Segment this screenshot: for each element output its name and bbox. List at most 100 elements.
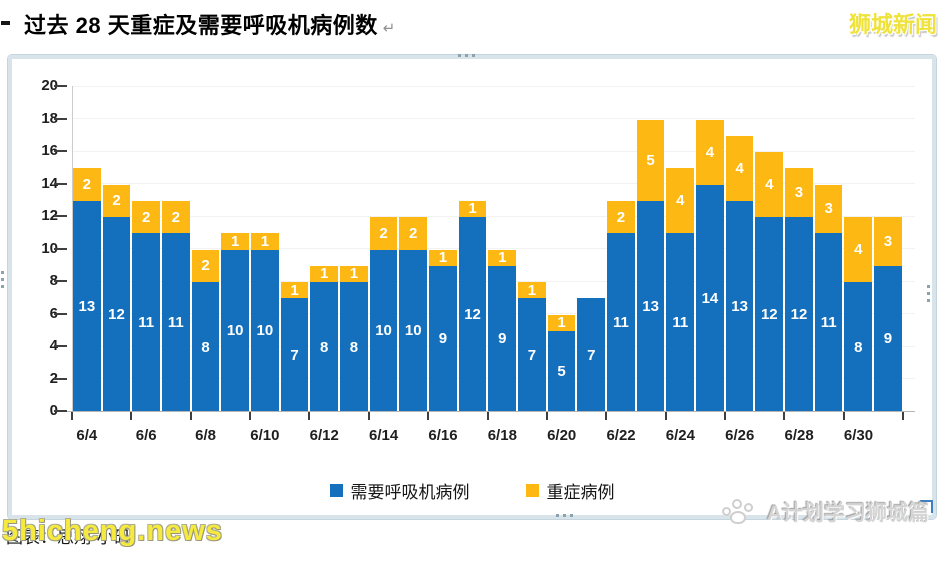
- resize-handle-left[interactable]: [1, 271, 4, 288]
- gridline: [72, 215, 915, 217]
- y-axis-tick: [54, 247, 67, 250]
- bar-value-label: 13: [78, 297, 96, 315]
- bar-column: 11 2: [131, 86, 161, 412]
- bar-value-label: 9: [498, 330, 507, 348]
- bar-segment: 12: [102, 217, 131, 412]
- page-title-text: 过去 28 天重症及需要呼吸机病例数: [24, 13, 378, 38]
- bar-segment: 13: [636, 200, 665, 412]
- y-axis-tick: [54, 280, 67, 282]
- x-axis-label: 6/10: [250, 427, 280, 444]
- bar-column: 12 4: [754, 86, 784, 412]
- y-axis-label: 10: [41, 239, 58, 257]
- list-bullet: [1, 21, 10, 25]
- x-axis-label: 6/8: [195, 427, 216, 444]
- bar-segment: 10: [251, 249, 279, 412]
- x-axis-label: 6/16: [428, 427, 458, 444]
- bar-value-label: 4: [765, 176, 774, 193]
- bar-value-label: 2: [379, 224, 388, 242]
- bar-segment: 1: [340, 265, 368, 283]
- bar-column: 12 2: [102, 86, 132, 412]
- resize-handle-right[interactable]: [927, 285, 930, 302]
- bar-value-label: 2: [112, 192, 121, 210]
- y-axis-label: 0: [18, 401, 58, 421]
- bar-column: 14 4: [695, 86, 725, 412]
- bar-value-label: 12: [760, 306, 778, 323]
- bar-segment: 1: [310, 265, 339, 282]
- bar-segment: 2: [132, 200, 161, 234]
- x-axis-label: 6/30: [843, 427, 874, 444]
- bar-value-label: 8: [201, 338, 210, 356]
- y-axis-label: 14: [41, 174, 58, 192]
- bar-segment: 9: [488, 265, 517, 412]
- gridline: [72, 118, 915, 119]
- x-axis-line: [67, 411, 915, 412]
- bar-segment: 1: [547, 314, 576, 331]
- x-axis-label: 6/24: [665, 427, 695, 444]
- bar-value-label: 5: [557, 362, 566, 380]
- bar-segment: 11: [607, 233, 635, 412]
- bar-segment: 1: [429, 249, 457, 266]
- bar-value-label: 4: [676, 192, 685, 210]
- bar-value-label: 3: [794, 184, 804, 202]
- bar-segment: 11: [132, 233, 161, 412]
- y-axis-tick: [54, 377, 67, 380]
- bar-value-label: 4: [705, 143, 715, 161]
- resize-handle-bottom[interactable]: [556, 514, 573, 517]
- x-axis-label: 6/14: [369, 427, 399, 444]
- bar-column: 11 2: [161, 86, 191, 412]
- bar-value-label: 2: [142, 208, 151, 226]
- bar-segment: 1: [518, 282, 546, 299]
- bar-value-label: 11: [672, 314, 689, 332]
- bar-value-label: 10: [256, 322, 274, 340]
- x-axis-tick: [71, 412, 73, 420]
- y-axis-tick: [54, 345, 67, 347]
- bar-column: 7: [576, 86, 606, 412]
- gridline: [72, 183, 915, 184]
- bar-segment: 3: [814, 184, 843, 234]
- bar-value-label: 12: [464, 306, 481, 323]
- chart-credit-caption: 图表：思翔·小矶: [6, 528, 131, 547]
- paw-icon: [721, 498, 759, 526]
- bar-segment: 3: [874, 217, 902, 266]
- y-axis-tick: [54, 312, 67, 315]
- bar-value-label: 10: [375, 322, 392, 340]
- bar-value-label: 9: [438, 330, 448, 348]
- legend-swatch: [329, 484, 343, 497]
- bar-segment: 9: [874, 265, 902, 412]
- x-axis-label: 6/28: [784, 427, 814, 444]
- bar-value-label: 3: [824, 200, 833, 218]
- bar-column: 11 2: [606, 86, 636, 412]
- x-axis-tick: [367, 412, 370, 420]
- bar-value-label: 7: [527, 346, 537, 364]
- y-axis-label: 16: [41, 142, 58, 159]
- bar-value-label: 2: [616, 208, 626, 226]
- bar-column: 10 2: [369, 86, 399, 412]
- x-axis-tick: [545, 412, 548, 420]
- bar-value-label: 1: [498, 249, 507, 267]
- watermark-top-right: 狮城新闻: [848, 12, 937, 37]
- y-axis-tick: [54, 117, 67, 120]
- bar-column: 13 5: [636, 86, 666, 412]
- x-axis-tick: [664, 412, 667, 420]
- x-axis-tick: [486, 412, 489, 420]
- bar-segment: 4: [666, 168, 695, 234]
- x-axis-label: 6/22: [606, 427, 636, 444]
- bar-segment: 2: [399, 217, 428, 250]
- bar-value-label: 10: [404, 322, 422, 340]
- legend-label: 需要呼吸机病例: [350, 483, 470, 502]
- bars: 13 2 12 2 11 2 11 2 8 2 10 1 10 1 7 1 8 1 8 1 10 2 10 2 9 1 12 1 9 1 7…: [72, 86, 903, 412]
- resize-handle-top[interactable]: [458, 54, 475, 57]
- bar-value-label: 12: [108, 306, 125, 323]
- bar-segment: 1: [221, 233, 250, 250]
- bar-value-label: 11: [167, 314, 184, 332]
- chart-frame[interactable]: 13 2 12 2 11 2 11 2 8 2 10 1 10 1 7 1 8 1 8 1 10 2 10 2 9 1 12 1 9 1 7…: [1, 54, 936, 519]
- bar-value-label: 1: [349, 265, 359, 283]
- bar-column: 12 3: [784, 86, 814, 412]
- bar-segment: 7: [518, 298, 546, 412]
